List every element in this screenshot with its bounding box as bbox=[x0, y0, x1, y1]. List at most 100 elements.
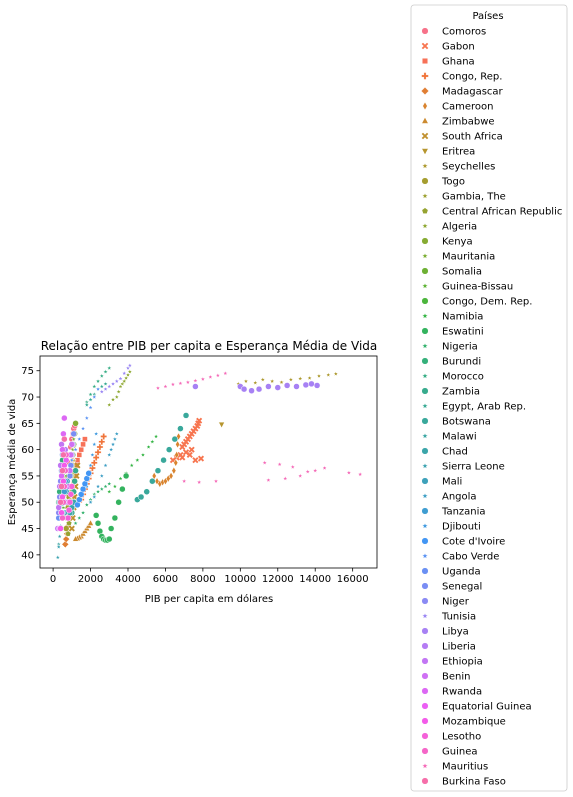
legend-label: Algeria bbox=[442, 222, 477, 233]
data-point bbox=[282, 475, 289, 482]
data-point bbox=[68, 483, 76, 490]
legend-marker bbox=[421, 207, 429, 214]
data-point bbox=[54, 554, 61, 561]
legend-entry: South Africa bbox=[421, 132, 503, 143]
data-point bbox=[345, 469, 352, 476]
data-point bbox=[98, 472, 105, 479]
legend-entry: Zambia bbox=[421, 387, 480, 398]
data-point bbox=[57, 498, 64, 506]
data-point bbox=[207, 373, 214, 380]
data-point bbox=[60, 430, 67, 438]
data-point bbox=[102, 385, 109, 392]
data-point bbox=[72, 446, 79, 453]
data-point bbox=[61, 435, 68, 443]
legend-label: Tunisia bbox=[441, 612, 476, 623]
y-axis-label: Esperança média de vida bbox=[6, 399, 18, 526]
legend-entry: Central African Republic bbox=[421, 207, 562, 218]
legend-entry: Niger bbox=[421, 597, 470, 608]
data-point bbox=[102, 462, 109, 469]
legend-marker bbox=[421, 357, 429, 365]
data-point bbox=[94, 520, 102, 527]
data-point bbox=[276, 461, 283, 467]
data-point bbox=[293, 383, 300, 390]
data-point bbox=[59, 514, 66, 522]
data-point bbox=[357, 471, 364, 477]
legend-entry: Cabo Verde bbox=[421, 552, 499, 563]
series-namibia bbox=[106, 433, 160, 495]
data-point bbox=[59, 446, 66, 453]
legend-entry: Zimbabwe bbox=[421, 117, 495, 128]
legend-marker bbox=[421, 732, 429, 740]
legend-entry: Burkina Faso bbox=[421, 777, 506, 788]
legend-entry: Congo, Dem. Rep. bbox=[421, 297, 532, 308]
legend-entry: Gabon bbox=[421, 42, 475, 53]
legend-entry: Togo bbox=[421, 177, 465, 188]
data-point bbox=[175, 440, 180, 449]
data-point bbox=[117, 375, 124, 382]
legend-marker bbox=[421, 777, 429, 785]
data-point bbox=[78, 446, 84, 453]
legend-entry: Senegal bbox=[421, 582, 482, 593]
data-point bbox=[174, 450, 180, 459]
data-point bbox=[121, 370, 128, 376]
y-tick-label: 55 bbox=[21, 471, 34, 482]
data-point bbox=[287, 376, 294, 383]
legend-entry: Guinea-Bissau bbox=[421, 282, 513, 293]
legend-label: Ghana bbox=[442, 57, 475, 68]
data-point bbox=[111, 514, 119, 522]
legend-marker bbox=[421, 462, 429, 470]
legend-marker bbox=[421, 282, 429, 290]
legend-entry: Chad bbox=[421, 447, 468, 458]
legend-label: Cabo Verde bbox=[442, 552, 499, 563]
legend-marker bbox=[421, 657, 429, 665]
data-point bbox=[119, 485, 126, 493]
series-mauritius bbox=[154, 370, 364, 485]
data-point bbox=[212, 477, 220, 484]
data-point bbox=[80, 441, 86, 448]
data-point bbox=[94, 448, 102, 456]
legend-marker bbox=[421, 162, 429, 170]
legend-entry: Rwanda bbox=[421, 687, 482, 698]
x-tick-label: 2000 bbox=[78, 574, 103, 585]
data-point bbox=[196, 417, 203, 424]
data-point bbox=[153, 433, 160, 440]
legend-marker bbox=[422, 101, 428, 111]
data-point bbox=[192, 383, 199, 390]
data-point bbox=[67, 462, 75, 469]
data-point bbox=[109, 441, 117, 447]
legend-label: Central African Republic bbox=[442, 207, 562, 218]
data-point bbox=[94, 378, 102, 384]
data-point bbox=[177, 380, 184, 386]
data-point bbox=[240, 385, 248, 393]
legend-label: Madagascar bbox=[442, 87, 504, 98]
legend-marker bbox=[421, 267, 429, 275]
legend-label: Eswatini bbox=[442, 327, 484, 338]
legend-entry: Mauritius bbox=[421, 762, 488, 773]
data-point bbox=[74, 462, 81, 469]
legend-entry: Sierra Leone bbox=[421, 462, 505, 473]
data-point bbox=[196, 479, 203, 485]
data-point bbox=[154, 384, 162, 391]
data-point bbox=[73, 472, 80, 480]
data-point bbox=[60, 451, 67, 459]
legend-entry: Ghana bbox=[421, 57, 475, 68]
data-point bbox=[222, 370, 229, 376]
data-point bbox=[83, 401, 90, 408]
data-point bbox=[188, 446, 195, 453]
data-point bbox=[122, 472, 130, 480]
series-cote-d-ivoire bbox=[74, 470, 92, 509]
data-point bbox=[252, 379, 259, 386]
data-point bbox=[169, 381, 176, 388]
legend-entry: Angola bbox=[421, 492, 477, 503]
data-point bbox=[297, 375, 304, 382]
legend-label: Egypt, Arab Rep. bbox=[442, 402, 526, 413]
data-point bbox=[102, 368, 109, 375]
series-mozambique bbox=[57, 462, 68, 532]
data-point bbox=[315, 372, 323, 379]
legend-marker bbox=[421, 537, 429, 545]
series-morocco bbox=[83, 364, 113, 405]
data-point bbox=[68, 525, 75, 532]
data-point bbox=[106, 535, 113, 543]
legend-entry: Eswatini bbox=[421, 327, 484, 338]
data-point bbox=[126, 368, 133, 375]
